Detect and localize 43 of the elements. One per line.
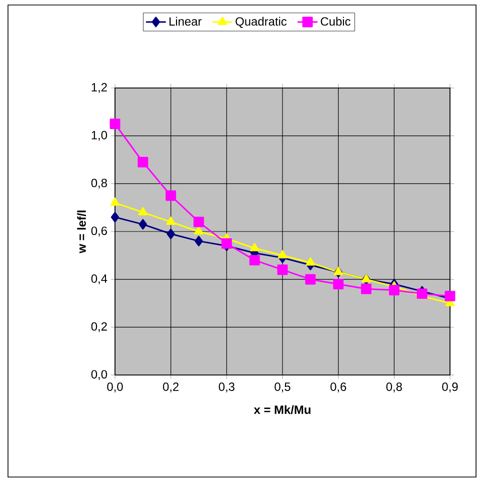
point: [166, 216, 176, 225]
point: [305, 274, 316, 285]
point: [110, 212, 120, 222]
y-tick-label: 0,0: [91, 370, 108, 380]
legend-label: Cubic: [320, 16, 350, 26]
point: [166, 190, 176, 201]
y-tick-label: 0,8: [91, 178, 107, 189]
x-tick-label: 0,2: [162, 382, 179, 392]
point: [362, 274, 371, 282]
y-tick-label: 0,2: [91, 322, 107, 332]
point: [277, 264, 288, 275]
legend-label: Quadratic: [236, 16, 287, 28]
point: [306, 257, 316, 266]
x-tick-label: 0,3: [218, 382, 234, 392]
y-tick-label: 0,4: [91, 274, 108, 284]
x-tick-label: 0,6: [330, 382, 346, 392]
x-tick-label: 0,0: [107, 382, 123, 392]
x-tick-label: 0,5: [274, 382, 290, 392]
y-tick-label: 1,2: [92, 83, 107, 93]
x-tick-label: 0,8: [386, 382, 402, 392]
y-tick-label: 1,0: [92, 130, 108, 141]
point: [110, 118, 120, 130]
x-axis-title: x = Mk/Mu: [254, 405, 310, 414]
point: [194, 216, 204, 228]
point: [138, 156, 148, 168]
point: [250, 243, 260, 252]
point: [361, 284, 372, 294]
y-tick-label: 0,6: [91, 226, 107, 236]
point: [166, 228, 175, 240]
y-axis-title: w = lef/l: [77, 210, 86, 254]
point: [444, 290, 456, 302]
point: [194, 236, 203, 246]
point: [249, 254, 260, 266]
point: [221, 238, 232, 249]
point: [278, 250, 288, 258]
point: [138, 207, 148, 216]
point: [333, 278, 344, 290]
point: [388, 284, 400, 296]
point: [138, 219, 148, 230]
x-tick-label: 0,9: [442, 382, 458, 392]
point: [194, 226, 204, 234]
legend-label: Linear: [170, 16, 202, 26]
point: [110, 198, 120, 206]
